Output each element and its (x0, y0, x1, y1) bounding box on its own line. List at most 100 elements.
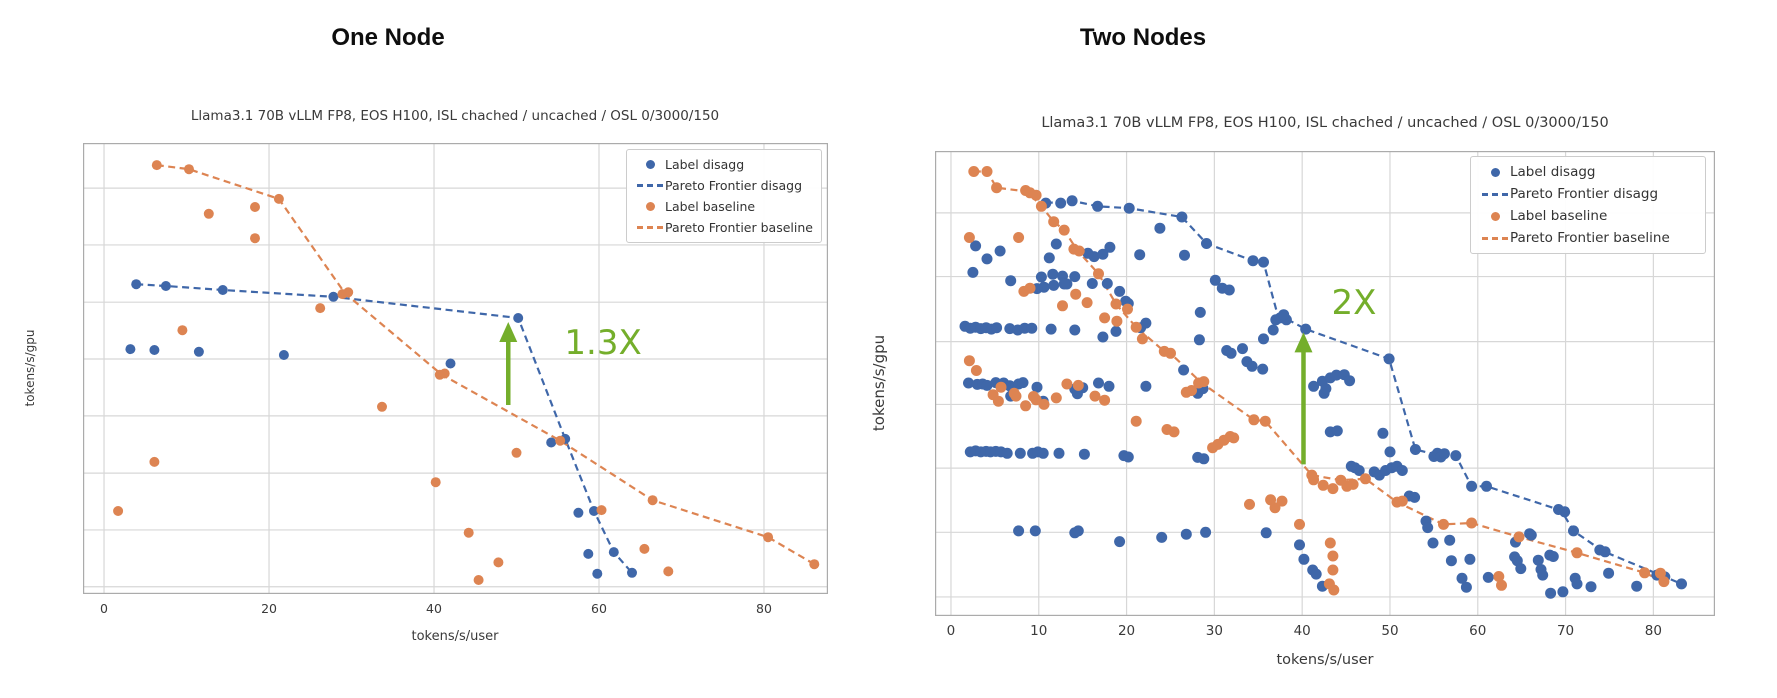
data-point-blue (1156, 531, 1168, 543)
data-point-orange (981, 166, 993, 177)
data-point-orange (1093, 268, 1104, 280)
data-point-orange (1130, 415, 1142, 427)
legend-label: Label baseline (665, 199, 756, 214)
data-point-blue (1450, 450, 1462, 462)
data-point-blue (1345, 460, 1357, 472)
data-point-orange (151, 160, 162, 171)
legend: Label disagg Pareto Frontier disagg Label … (1470, 156, 1706, 254)
data-point-blue (1246, 360, 1258, 372)
data-point-orange (970, 365, 982, 376)
data-point-blue (1308, 380, 1320, 392)
data-point-orange (968, 166, 980, 177)
data-point-orange (1496, 579, 1507, 591)
data-point-blue (1093, 377, 1104, 389)
legend-item: Label baseline (635, 196, 813, 217)
data-point-orange (1035, 200, 1047, 212)
data-point-orange (1294, 518, 1305, 530)
chart-canvas (83, 143, 828, 594)
data-point-blue (1298, 553, 1310, 565)
data-point-blue (1482, 571, 1494, 583)
data-point-orange (315, 303, 326, 314)
data-point-blue (546, 437, 557, 448)
data-point-orange (1073, 245, 1085, 257)
data-point-orange (1099, 394, 1111, 406)
data-point-orange (1259, 415, 1271, 427)
data-point-orange (1050, 392, 1062, 404)
data-point-orange (1081, 297, 1093, 309)
x-tick-label: 80 (1644, 623, 1662, 639)
legend-label: Label baseline (1510, 208, 1608, 224)
speedup-label: 2X (1331, 283, 1377, 324)
data-point-blue (1066, 195, 1078, 207)
data-point-blue (1427, 537, 1439, 549)
data-point-blue (1031, 381, 1043, 393)
legend-label: Pareto Frontier baseline (665, 220, 813, 235)
data-point-blue (1114, 285, 1126, 297)
data-point-orange (1328, 584, 1340, 596)
legend-item: Pareto Frontier disagg (1480, 183, 1696, 205)
data-point-blue (1330, 369, 1342, 381)
data-point-orange (1438, 518, 1449, 530)
legend-marker (1490, 167, 1500, 177)
data-point-orange (1130, 321, 1142, 333)
x-tick-label: 60 (1469, 623, 1487, 639)
data-point-blue (1026, 322, 1038, 334)
x-tick-label: 40 (1293, 623, 1311, 639)
data-point-blue (1571, 578, 1583, 590)
x-tick-label: 70 (1556, 623, 1575, 639)
legend-marker (645, 202, 655, 211)
data-point-orange (1571, 547, 1583, 559)
data-point-blue (1481, 480, 1492, 492)
data-point-blue (981, 379, 993, 391)
data-point-orange (273, 193, 284, 204)
data-point-blue (1097, 248, 1109, 260)
data-point-orange (1048, 216, 1060, 228)
data-point-blue (1209, 274, 1221, 286)
x-tick-label: 0 (100, 601, 109, 616)
data-point-blue (1134, 249, 1146, 261)
x-axis-label: tokens/s/user (1276, 652, 1374, 668)
data-point-orange (809, 559, 820, 570)
data-point-blue (278, 350, 289, 360)
data-point-blue (573, 507, 584, 518)
data-point-blue (1344, 375, 1356, 387)
data-point-orange (1038, 398, 1050, 410)
data-point-blue (1258, 333, 1269, 345)
data-point-orange (1030, 189, 1042, 201)
speedup-arrow-head (499, 322, 518, 343)
data-point-blue (967, 266, 979, 278)
data-point-blue (1072, 525, 1084, 537)
data-point-orange (377, 401, 387, 412)
plot-title: Llama3.1 70B vLLM FP8, EOS H100, ISL cha… (190, 108, 720, 124)
data-point-blue (1029, 525, 1041, 537)
data-point-orange (343, 287, 354, 298)
data-point-orange (1359, 473, 1371, 485)
data-point-orange (963, 355, 975, 367)
data-point-blue (1194, 306, 1206, 318)
data-point-blue (1180, 528, 1192, 540)
data-point-orange (1058, 224, 1070, 236)
data-point-blue (1247, 255, 1259, 267)
plot-title: Llama3.1 70B vLLM FP8, EOS H100, ISL cha… (1041, 115, 1609, 131)
legend-label: Pareto Frontier disagg (665, 178, 803, 193)
data-point-orange (1061, 378, 1073, 390)
data-point-orange (1089, 390, 1101, 402)
data-point-blue (1037, 447, 1049, 459)
data-point-orange (1317, 479, 1329, 491)
data-point-blue (1078, 448, 1090, 460)
data-point-orange (596, 505, 607, 516)
data-point-blue (1557, 586, 1569, 598)
data-point-blue (1559, 506, 1571, 518)
data-point-blue (1058, 278, 1070, 290)
legend-label: Pareto Frontier baseline (1510, 230, 1670, 246)
data-point-blue (1547, 551, 1559, 562)
data-point-blue (1154, 222, 1166, 234)
data-point-blue (1515, 563, 1527, 575)
data-point-blue (1676, 578, 1687, 590)
data-point-orange (1639, 567, 1651, 579)
legend-marker (1482, 192, 1508, 196)
data-point-orange (1057, 300, 1068, 312)
data-point-orange (439, 368, 450, 379)
data-point-blue (981, 253, 993, 265)
